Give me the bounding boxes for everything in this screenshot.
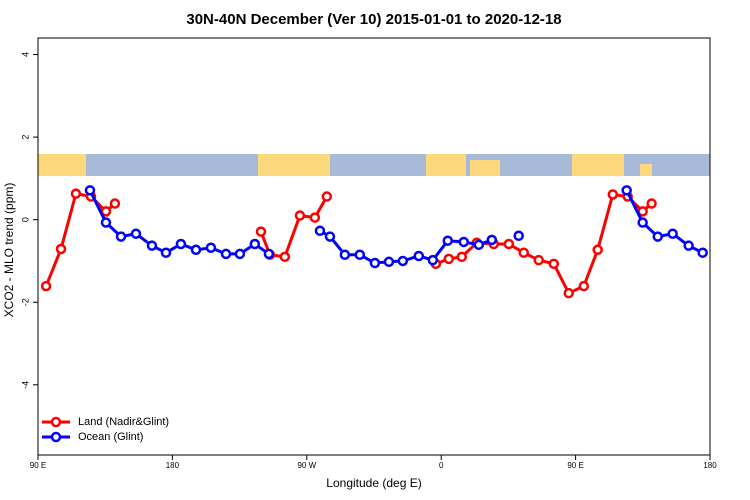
- point: [109, 198, 121, 209]
- point: [637, 217, 648, 228]
- plot-frame: [37, 37, 711, 456]
- legend-label: Ocean (Glint): [78, 431, 143, 443]
- point: [309, 212, 321, 223]
- x-axis-label: Longitude (deg E): [326, 476, 421, 490]
- map-strip: [38, 154, 710, 176]
- x-tick-label: 180: [703, 461, 717, 470]
- point: [486, 234, 498, 246]
- point: [84, 185, 96, 196]
- series-line: [44, 191, 653, 296]
- x-tick-label: 180: [166, 461, 180, 470]
- point: [279, 251, 291, 263]
- point: [324, 231, 336, 242]
- point: [513, 230, 524, 242]
- point: [548, 258, 560, 270]
- point: [190, 244, 202, 256]
- point: [592, 244, 603, 256]
- point: [533, 254, 544, 266]
- point: [115, 231, 127, 242]
- point: [646, 198, 657, 209]
- point: [205, 242, 217, 253]
- point: [40, 280, 52, 292]
- x-tick-label: 0: [439, 461, 444, 470]
- point: [220, 248, 232, 260]
- x-tick-label: 90 E: [567, 461, 583, 470]
- point: [55, 243, 67, 255]
- point: [443, 253, 455, 265]
- point: [263, 248, 275, 260]
- point: [369, 257, 381, 269]
- point: [518, 247, 530, 258]
- point: [456, 251, 468, 263]
- point: [339, 249, 351, 261]
- point: [70, 188, 82, 199]
- y-tick-label: 2: [20, 135, 30, 140]
- y-tick-label: 4: [20, 52, 30, 57]
- point: [697, 247, 708, 258]
- point: [255, 226, 267, 237]
- point: [652, 231, 663, 242]
- point: [413, 250, 425, 262]
- point: [621, 185, 632, 196]
- point: [607, 189, 619, 200]
- point: [458, 236, 469, 248]
- y-tick-label: 0: [20, 217, 30, 222]
- point: [397, 255, 409, 267]
- y-axis-label: XCO2 - MLO trend (ppm): [2, 183, 16, 318]
- point: [100, 217, 112, 228]
- y-tick-label: -2: [20, 298, 30, 306]
- point: [442, 235, 454, 246]
- legend-marker: [50, 431, 62, 443]
- point: [667, 228, 678, 239]
- point: [354, 249, 366, 261]
- point: [146, 240, 158, 251]
- legend-label: Land (Nadir&Glint): [78, 416, 169, 428]
- point: [160, 247, 172, 258]
- point: [683, 240, 694, 251]
- point: [503, 238, 515, 250]
- point: [130, 228, 142, 239]
- point: [473, 239, 485, 251]
- point: [383, 256, 395, 268]
- point: [563, 287, 574, 299]
- point: [294, 210, 306, 221]
- point: [427, 254, 439, 266]
- point: [234, 248, 246, 260]
- x-tick-label: 90 E: [30, 461, 46, 470]
- legend-marker: [50, 416, 62, 428]
- y-tick-label: -4: [20, 381, 30, 389]
- point: [249, 238, 261, 250]
- x-tick-label: 90 W: [297, 461, 316, 470]
- point: [175, 238, 187, 250]
- point: [314, 225, 326, 237]
- point: [321, 191, 333, 202]
- chart-title: 30N-40N December (Ver 10) 2015-01-01 to …: [186, 11, 561, 28]
- point: [578, 280, 590, 292]
